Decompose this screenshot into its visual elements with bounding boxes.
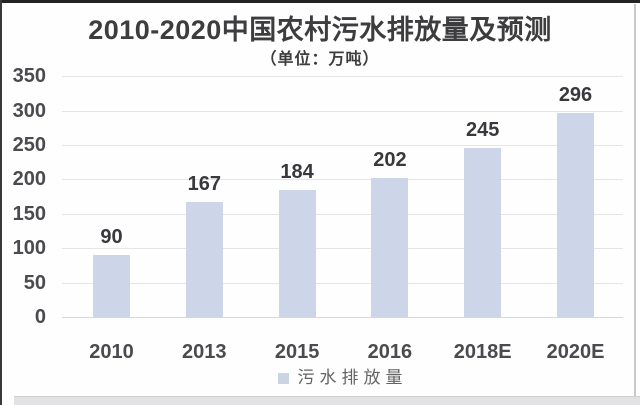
x-axis-label: 2016: [367, 341, 413, 363]
y-axis-label: 50: [23, 271, 46, 294]
image-left-edge: [0, 0, 2, 405]
x-axis-label: 2010: [89, 341, 134, 363]
bar: [185, 202, 223, 317]
bar: [371, 178, 409, 317]
y-axis-label: 250: [12, 134, 46, 156]
bar: [464, 148, 502, 317]
y-axis-label: 100: [12, 237, 46, 260]
x-axis-label: 2013: [182, 341, 227, 363]
bar: [278, 190, 316, 317]
image-top-edge: [0, 0, 640, 3]
bar-value-label: 90: [100, 226, 123, 249]
x-axis-label: 2018E: [453, 341, 512, 363]
gridline-zero: [62, 317, 623, 318]
gridline: [62, 145, 623, 146]
x-axis-label: 2020E: [546, 341, 605, 363]
legend-swatch: [277, 372, 289, 384]
gridline: [62, 282, 623, 284]
bar: [93, 255, 130, 317]
gridline: [62, 110, 623, 112]
x-axis-label: 2015: [274, 341, 320, 363]
bar-value-label: 245: [466, 119, 500, 142]
bar-value-label: 167: [187, 173, 221, 196]
legend-label: 污水排放量: [297, 368, 408, 387]
y-axis-label: 150: [12, 202, 46, 225]
y-axis-label: 200: [12, 168, 46, 191]
y-axis-label: 300: [12, 99, 46, 122]
chart-title: 2010-2020中国农村污水排放量及预测: [88, 15, 552, 45]
gridline: [62, 76, 623, 78]
gridline: [62, 179, 623, 181]
image-right-edge: [634, 4, 636, 405]
image-bottom-edge: [14, 396, 640, 405]
bar-value-label: 202: [373, 149, 407, 171]
chart-subtitle: （单位：万吨）: [260, 51, 380, 68]
gridline: [62, 248, 623, 250]
bar: [557, 113, 594, 317]
y-axis-label: 350: [12, 65, 46, 88]
legend: 污水排放量: [62, 366, 623, 390]
gridline: [62, 213, 623, 215]
y-axis-label: 0: [34, 306, 46, 328]
bar-value-label: 184: [280, 161, 314, 184]
bar-value-label: 296: [558, 84, 593, 107]
